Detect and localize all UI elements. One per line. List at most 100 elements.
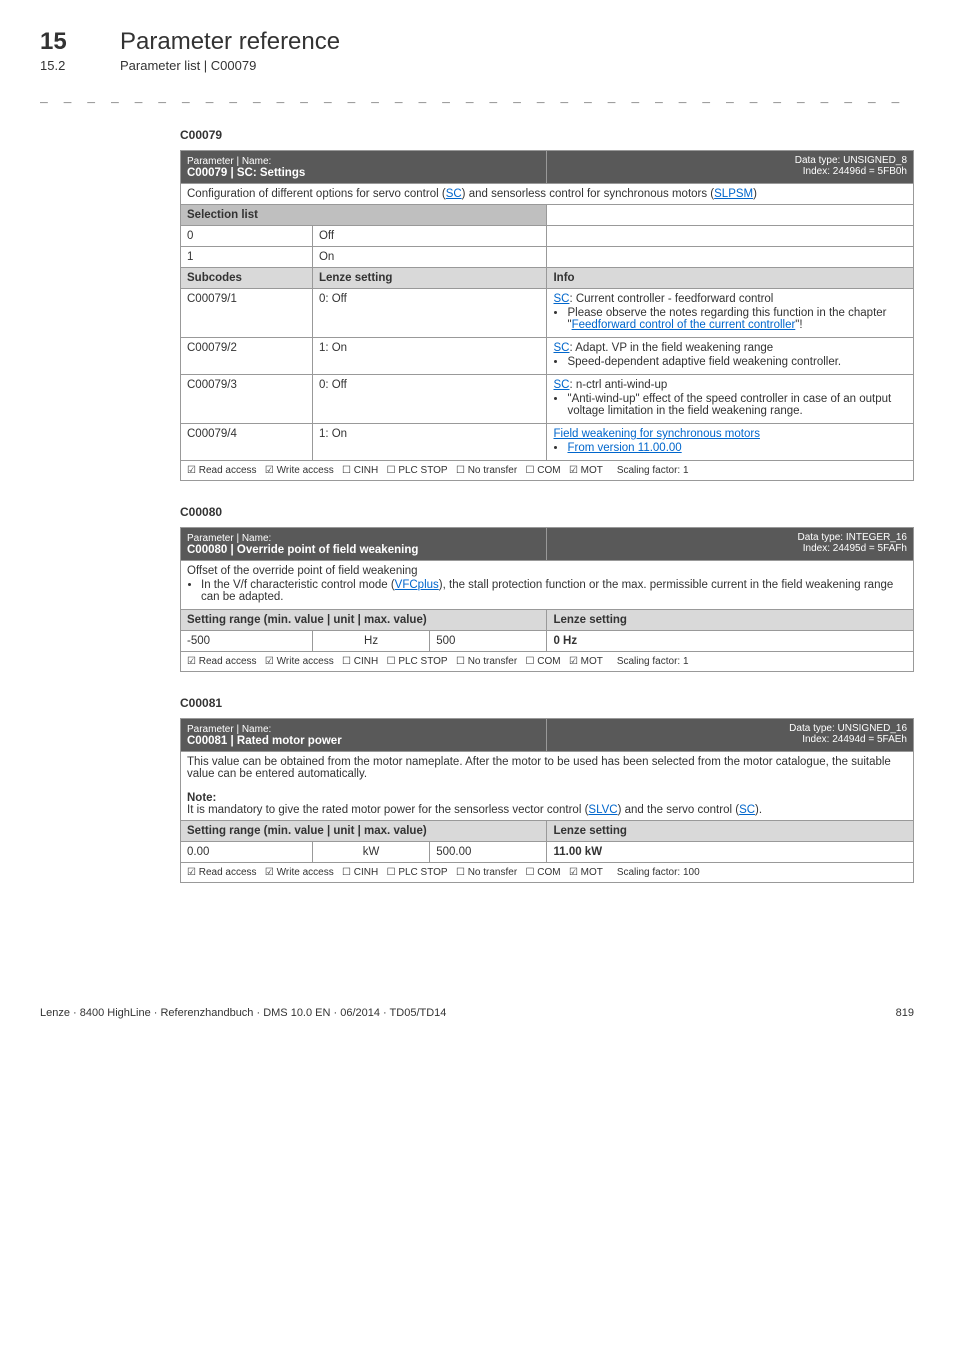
dash-divider: _ _ _ _ _ _ _ _ _ _ _ _ _ _ _ _ _ _ _ _ … xyxy=(40,89,914,104)
note-text: ) and the servo control ( xyxy=(618,804,739,816)
selection-num: 1 xyxy=(181,247,313,268)
scaling-factor: Scaling factor: 1 xyxy=(617,465,689,476)
default-value: 0 Hz xyxy=(547,631,914,652)
table-subheader: Setting range (min. value | unit | max. … xyxy=(181,821,914,842)
info-cell: SC: n-ctrl anti-wind-up "Anti-wind-up" e… xyxy=(547,375,914,424)
access-flags-cell: ☑ Read access ☑ Write access ☐ CINH ☐ PL… xyxy=(181,652,914,672)
param-table-c00079: Parameter | Name: C00079 | SC: Settings … xyxy=(180,150,914,481)
info-bullet-list: Please observe the notes regarding this … xyxy=(553,307,907,331)
link-slvc[interactable]: SLVC xyxy=(588,804,617,816)
unit-value: Hz xyxy=(312,631,429,652)
info-text: : Adapt. VP in the field weakening range xyxy=(569,342,773,354)
flag-mot: ☑ MOT xyxy=(569,867,603,878)
flag-read: ☑ Read access xyxy=(187,867,257,878)
table-row: -500 Hz 500 0 Hz xyxy=(181,631,914,652)
flag-notransfer: ☐ No transfer xyxy=(456,656,517,667)
info-bullet-list: Speed-dependent adaptive field weakening… xyxy=(553,356,907,368)
empty-cell xyxy=(547,247,914,268)
empty-cell xyxy=(547,205,914,226)
subcode-cell: C00079/2 xyxy=(181,338,313,375)
param-block-c00079: C00079 Parameter | Name: C00079 | SC: Se… xyxy=(180,128,914,481)
setting-range-text: Setting range (min. value | unit | max. … xyxy=(187,614,427,626)
info-text: : n-ctrl anti-wind-up xyxy=(569,379,667,391)
flag-cinh: ☐ CINH xyxy=(342,656,378,667)
link-sc[interactable]: SC xyxy=(446,188,462,200)
header-left-cell: Parameter | Name: C00079 | SC: Settings xyxy=(181,151,547,184)
setting-cell: 1: On xyxy=(312,424,547,461)
flag-com: ☐ COM xyxy=(526,867,561,878)
header-right-cell: Data type: UNSIGNED_16 Index: 24494d = 5… xyxy=(547,719,914,752)
section-title: Parameter list | C00079 xyxy=(120,58,256,73)
min-value: 0.00 xyxy=(181,842,313,863)
header-datatype: Data type: INTEGER_16 xyxy=(798,532,908,543)
flag-mot: ☑ MOT xyxy=(569,465,603,476)
link-sc[interactable]: SC xyxy=(553,379,569,391)
flag-plc: ☐ PLC STOP xyxy=(387,656,448,667)
table-row: This value can be obtained from the moto… xyxy=(181,752,914,821)
table-header-dark: Parameter | Name: C00079 | SC: Settings … xyxy=(181,151,914,184)
table-row: C00079/2 1: On SC: Adapt. VP in the fiel… xyxy=(181,338,914,375)
selection-list-label: Selection list xyxy=(181,205,547,226)
description-cell: This value can be obtained from the moto… xyxy=(181,752,914,821)
info-text: : Current controller - feedforward contr… xyxy=(569,293,773,305)
note-text-line: It is mandatory to give the rated motor … xyxy=(187,804,907,816)
flag-com: ☐ COM xyxy=(526,656,561,667)
link-feedforward[interactable]: Feedforward control of the current contr… xyxy=(572,319,796,331)
scaling-factor: Scaling factor: 100 xyxy=(617,867,700,878)
section-number: 15.2 xyxy=(40,58,120,73)
link-vfcplus[interactable]: VFCplus xyxy=(395,579,439,591)
desc-text: ) and sensorless control for synchronous… xyxy=(462,188,714,200)
info-bullet: From version 11.00.00 xyxy=(567,442,907,454)
link-slpsm[interactable]: SLPSM xyxy=(714,188,753,200)
setting-range-label: Setting range (min. value | unit | max. … xyxy=(181,610,547,631)
lenze-setting-label: Lenze setting xyxy=(312,268,547,289)
page-container: 15 Parameter reference 15.2 Parameter li… xyxy=(0,0,954,947)
min-value: -500 xyxy=(181,631,313,652)
param-table-c00081: Parameter | Name: C00081 | Rated motor p… xyxy=(180,718,914,883)
desc-text: This value can be obtained from the moto… xyxy=(187,756,907,780)
link-field-weakening[interactable]: Field weakening for synchronous motors xyxy=(553,428,759,440)
access-flags-cell: ☑ Read access ☑ Write access ☐ CINH ☐ PL… xyxy=(181,461,914,481)
table-row: 0 Off xyxy=(181,226,914,247)
default-value: 11.00 kW xyxy=(547,842,914,863)
info-bullet: Speed-dependent adaptive field weakening… xyxy=(567,356,907,368)
selection-value: On xyxy=(312,247,547,268)
page-header: 15 Parameter reference 15.2 Parameter li… xyxy=(40,28,914,73)
scaling-factor: Scaling factor: 1 xyxy=(617,656,689,667)
default-text: 0 Hz xyxy=(553,635,577,647)
header-index: Index: 24496d = 5FB0h xyxy=(803,166,907,177)
flag-plc: ☐ PLC STOP xyxy=(387,465,448,476)
table-subheader: Subcodes Lenze setting Info xyxy=(181,268,914,289)
bullet-text: In the V/f characteristic control mode ( xyxy=(201,579,395,591)
note-label: Note: xyxy=(187,792,907,804)
setting-range-text: Setting range (min. value | unit | max. … xyxy=(187,825,427,837)
header-right-cell: Data type: INTEGER_16 Index: 24495d = 5F… xyxy=(547,528,914,561)
table-footer-row: ☑ Read access ☑ Write access ☐ CINH ☐ PL… xyxy=(181,461,914,481)
max-value: 500 xyxy=(430,631,547,652)
subcodes-label: Subcodes xyxy=(181,268,313,289)
footer-left: Lenze · 8400 HighLine · Referenzhandbuch… xyxy=(40,1007,446,1019)
link-sc[interactable]: SC xyxy=(739,804,755,816)
link-sc[interactable]: SC xyxy=(553,293,569,305)
setting-range-label: Setting range (min. value | unit | max. … xyxy=(181,821,547,842)
subcode-cell: C00079/1 xyxy=(181,289,313,338)
table-header-dark: Parameter | Name: C00081 | Rated motor p… xyxy=(181,719,914,752)
header-title: C00080 | Override point of field weakeni… xyxy=(187,544,418,556)
flag-write: ☑ Write access xyxy=(265,656,334,667)
param-table-c00080: Parameter | Name: C00080 | Override poin… xyxy=(180,527,914,672)
unit-value: kW xyxy=(312,842,429,863)
flag-notransfer: ☐ No transfer xyxy=(456,867,517,878)
header-left-label: Parameter | Name: xyxy=(187,533,271,544)
link-version[interactable]: From version 11.00.00 xyxy=(567,442,681,454)
info-bullet: "Anti-wind-up" effect of the speed contr… xyxy=(567,393,907,417)
flag-cinh: ☐ CINH xyxy=(342,867,378,878)
table-row: Offset of the override point of field we… xyxy=(181,561,914,610)
selection-value: Off xyxy=(312,226,547,247)
table-row: Configuration of different options for s… xyxy=(181,184,914,205)
info-bullet-list: From version 11.00.00 xyxy=(553,442,907,454)
flag-write: ☑ Write access xyxy=(265,465,334,476)
chapter-number: 15 xyxy=(40,28,120,56)
note-text: It is mandatory to give the rated motor … xyxy=(187,804,588,816)
note-text: ). xyxy=(755,804,762,816)
link-sc[interactable]: SC xyxy=(553,342,569,354)
